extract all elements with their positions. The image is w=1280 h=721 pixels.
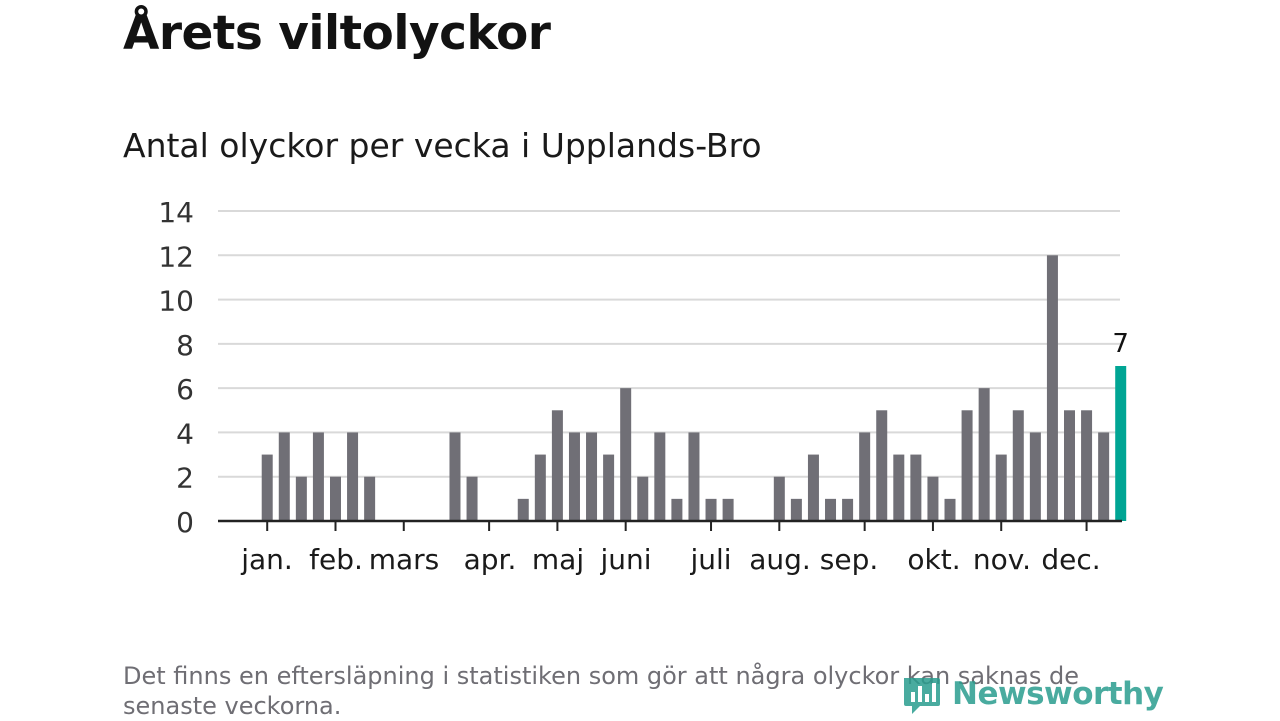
bar	[568, 432, 580, 521]
x-tick-label: mars	[369, 543, 440, 576]
bar	[620, 388, 632, 521]
x-tick-label: dec.	[1041, 543, 1100, 576]
bar	[859, 432, 871, 521]
bar-highlight	[1115, 366, 1127, 521]
newsworthy-logo: Newsworthy	[900, 668, 1164, 720]
x-tick-label: apr.	[464, 543, 517, 576]
x-tick-label: feb.	[309, 543, 363, 576]
x-tick-label: aug.	[749, 543, 811, 576]
chart-subtitle: Antal olyckor per vecka i Upplands-Bro	[123, 126, 762, 165]
y-tick-label: 0	[176, 506, 194, 539]
bar	[347, 432, 359, 521]
bar	[927, 476, 939, 521]
bar	[364, 476, 376, 521]
bar	[329, 476, 341, 521]
bar	[1012, 410, 1024, 521]
y-tick-label: 6	[176, 373, 194, 406]
bar	[1046, 255, 1058, 522]
bar	[978, 388, 990, 521]
y-tick-label: 4	[176, 417, 194, 450]
bar	[773, 476, 785, 521]
highlight-value-label: 7	[1112, 329, 1129, 359]
bar	[261, 454, 273, 521]
bar	[995, 454, 1007, 521]
bar	[910, 454, 922, 521]
bar	[688, 432, 700, 521]
bar	[876, 410, 888, 521]
x-tick-label: jan.	[240, 543, 293, 576]
bar	[534, 454, 546, 521]
bar	[825, 498, 837, 521]
bar	[1081, 410, 1093, 521]
bar	[295, 476, 307, 521]
bar	[449, 432, 461, 521]
chart-title: Årets viltolyckor	[123, 6, 551, 61]
x-tick-label: okt.	[907, 543, 960, 576]
bar	[790, 498, 802, 521]
x-tick-label: sep.	[820, 543, 879, 576]
y-tick-label: 8	[176, 329, 194, 362]
bar	[722, 498, 734, 521]
y-axis-ticks: 0 2 4 6 8 10 12 14	[158, 196, 194, 539]
bar	[466, 476, 478, 521]
bar	[586, 432, 598, 521]
y-tick-label: 12	[158, 240, 194, 273]
bars	[261, 255, 1127, 522]
bar	[551, 410, 563, 521]
bar	[842, 498, 854, 521]
bar	[807, 454, 819, 521]
bar	[944, 498, 956, 521]
x-tick-label: juli	[689, 543, 731, 576]
data-labels: 7	[1112, 329, 1129, 359]
bar	[1064, 410, 1075, 521]
bar	[705, 498, 717, 521]
bar	[517, 498, 529, 521]
bar	[1029, 432, 1041, 521]
bar	[671, 498, 683, 521]
bar	[893, 454, 905, 521]
bar	[637, 476, 649, 521]
x-axis: jan. feb. mars apr. maj juni juli aug. sep. okt. n…	[218, 519, 1122, 576]
x-tick-label: nov.	[973, 543, 1031, 576]
y-tick-label: 10	[158, 285, 194, 318]
bar	[603, 454, 615, 521]
bar	[961, 410, 973, 521]
bar	[654, 432, 666, 521]
y-tick-label: 2	[176, 462, 194, 495]
bar	[1098, 432, 1110, 521]
logo-chart-icon	[904, 678, 940, 714]
x-tick-label: maj	[532, 543, 584, 576]
logo-text: Newsworthy	[952, 676, 1164, 712]
bar-chart: 0 2 4 6 8 10 12 14 jan. feb. mars apr. maj juni juli a…	[158, 196, 1129, 576]
x-tick-label: juni	[599, 543, 651, 576]
bar	[312, 432, 324, 521]
y-tick-label: 14	[158, 196, 194, 229]
bar	[278, 432, 290, 521]
